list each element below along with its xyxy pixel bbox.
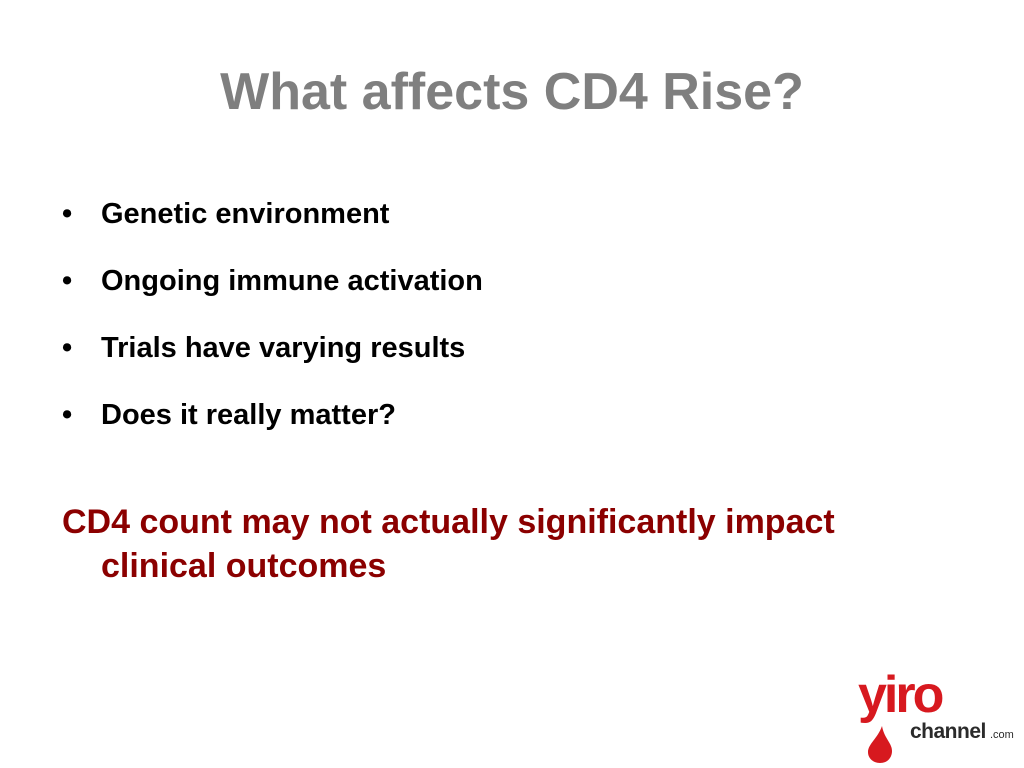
slide-title: What affects CD4 Rise?: [220, 63, 804, 121]
bullet-dot-icon: •: [62, 265, 73, 297]
bullet-dot-icon: •: [62, 198, 73, 230]
bullet-dot-icon: •: [62, 332, 73, 364]
highlight-note: CD4 count may not actually significantly…: [62, 500, 982, 588]
logo-word-yiro: yiro: [858, 668, 943, 724]
note-line-1: CD4 count may not actually significantly…: [62, 503, 835, 541]
logo-word-channel: channel: [910, 720, 986, 743]
bullet-dot-icon: •: [62, 399, 73, 431]
logo-drop-icon: [868, 726, 892, 763]
bullet-text: Ongoing immune activation: [101, 265, 483, 297]
bullet-text: Trials have varying results: [101, 332, 466, 364]
yirochannel-logo: yiro channel .com: [858, 668, 1014, 763]
bullet-text: Genetic environment: [101, 198, 390, 230]
logo-suffix-com: .com: [990, 729, 1014, 741]
note-line-2: clinical outcomes: [101, 547, 387, 585]
bullet-text: Does it really matter?: [101, 399, 396, 431]
